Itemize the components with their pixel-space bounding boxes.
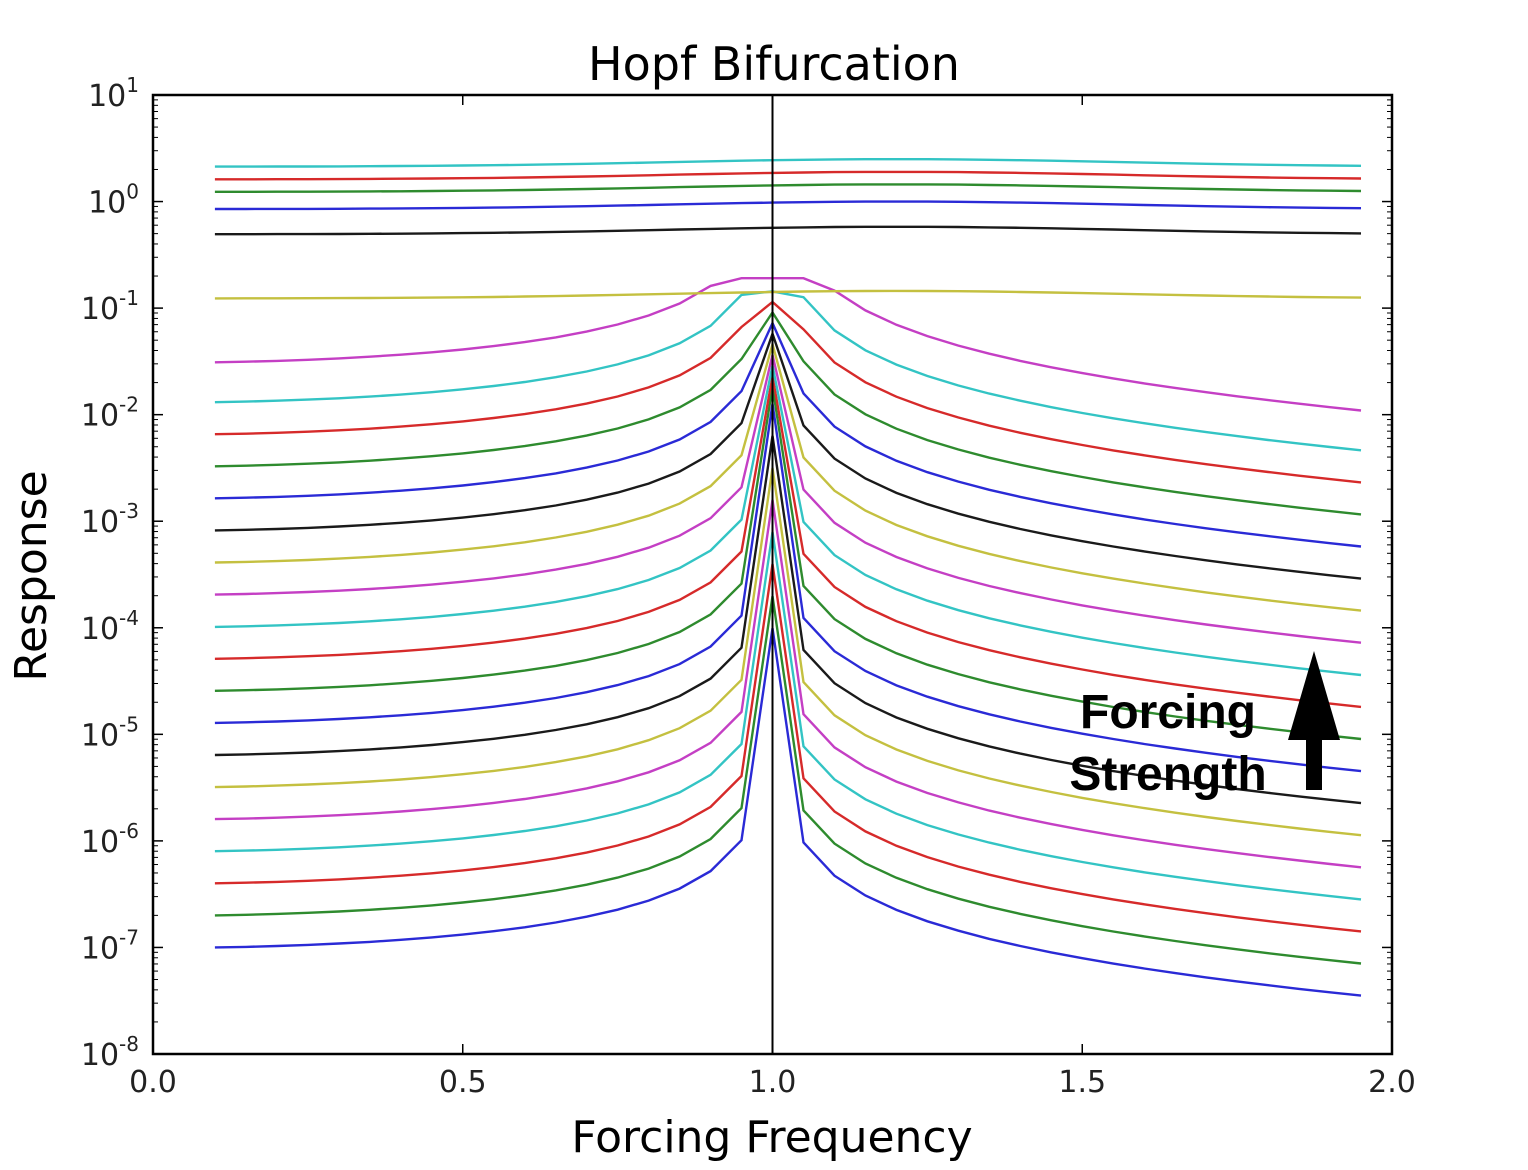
y-tick-label: 10-1 <box>81 286 139 327</box>
series-line-10 <box>214 375 1362 709</box>
series-line-14 <box>214 329 1362 580</box>
series-line-25 <box>214 157 1362 168</box>
y-tick-label: 10-3 <box>81 499 139 540</box>
series-line-20 <box>214 289 1362 300</box>
series-line-9 <box>214 386 1362 741</box>
series-line-11 <box>214 365 1362 677</box>
chart-title: Hopf Bifurcation <box>588 37 960 91</box>
x-tick-label: 0.0 <box>129 1065 177 1100</box>
y-tick-label: 10-8 <box>81 1032 139 1073</box>
series-line-5 <box>214 499 1362 869</box>
arrow-head-icon <box>1288 651 1340 740</box>
series-line-19 <box>214 277 1362 412</box>
annotation-line2: Strength <box>1069 748 1266 801</box>
series-line-17 <box>214 300 1362 484</box>
series-line-22 <box>214 200 1362 211</box>
y-tick-label: 10-4 <box>81 606 139 647</box>
ticks-layer: 0.0 0.5 1.0 1.5 2.0 101 100 10-1 10-2 10-3 10-4 10-… <box>81 73 1416 1100</box>
x-tick-label: 1.0 <box>749 1065 797 1100</box>
y-tick-label: 10-6 <box>81 819 139 860</box>
y-tick-label: 10-7 <box>81 925 139 966</box>
y-tick-label: 100 <box>88 180 139 221</box>
series-line-1 <box>214 628 1362 997</box>
series-line-8 <box>214 403 1362 773</box>
series-line-23 <box>214 183 1362 194</box>
series-line-16 <box>214 310 1362 516</box>
series-line-4 <box>214 531 1362 901</box>
x-tick-label: 0.5 <box>439 1065 487 1100</box>
series-line-21 <box>214 225 1362 236</box>
series-line-24 <box>214 170 1362 181</box>
x-tick-label: 2.0 <box>1368 1065 1416 1100</box>
annotation-line1: Forcing <box>1080 686 1256 739</box>
y-tick-label: 101 <box>88 73 139 114</box>
y-tick-label: 10-2 <box>81 393 139 434</box>
x-tick-label: 1.5 <box>1058 1065 1106 1100</box>
series-line-6 <box>214 467 1362 837</box>
series-line-3 <box>214 563 1362 933</box>
forcing-annotation: Forcing Strength <box>1069 651 1340 801</box>
series-line-13 <box>214 339 1362 612</box>
series-layer <box>214 157 1362 997</box>
series-line-18 <box>214 290 1362 452</box>
series-line-7 <box>214 435 1362 805</box>
series-line-12 <box>214 354 1362 644</box>
series-line-15 <box>214 320 1362 548</box>
x-axis-label: Forcing Frequency <box>571 1112 972 1163</box>
y-tick-label: 10-5 <box>81 712 139 753</box>
series-line-2 <box>214 596 1362 965</box>
y-axis-label: Response <box>6 470 57 681</box>
